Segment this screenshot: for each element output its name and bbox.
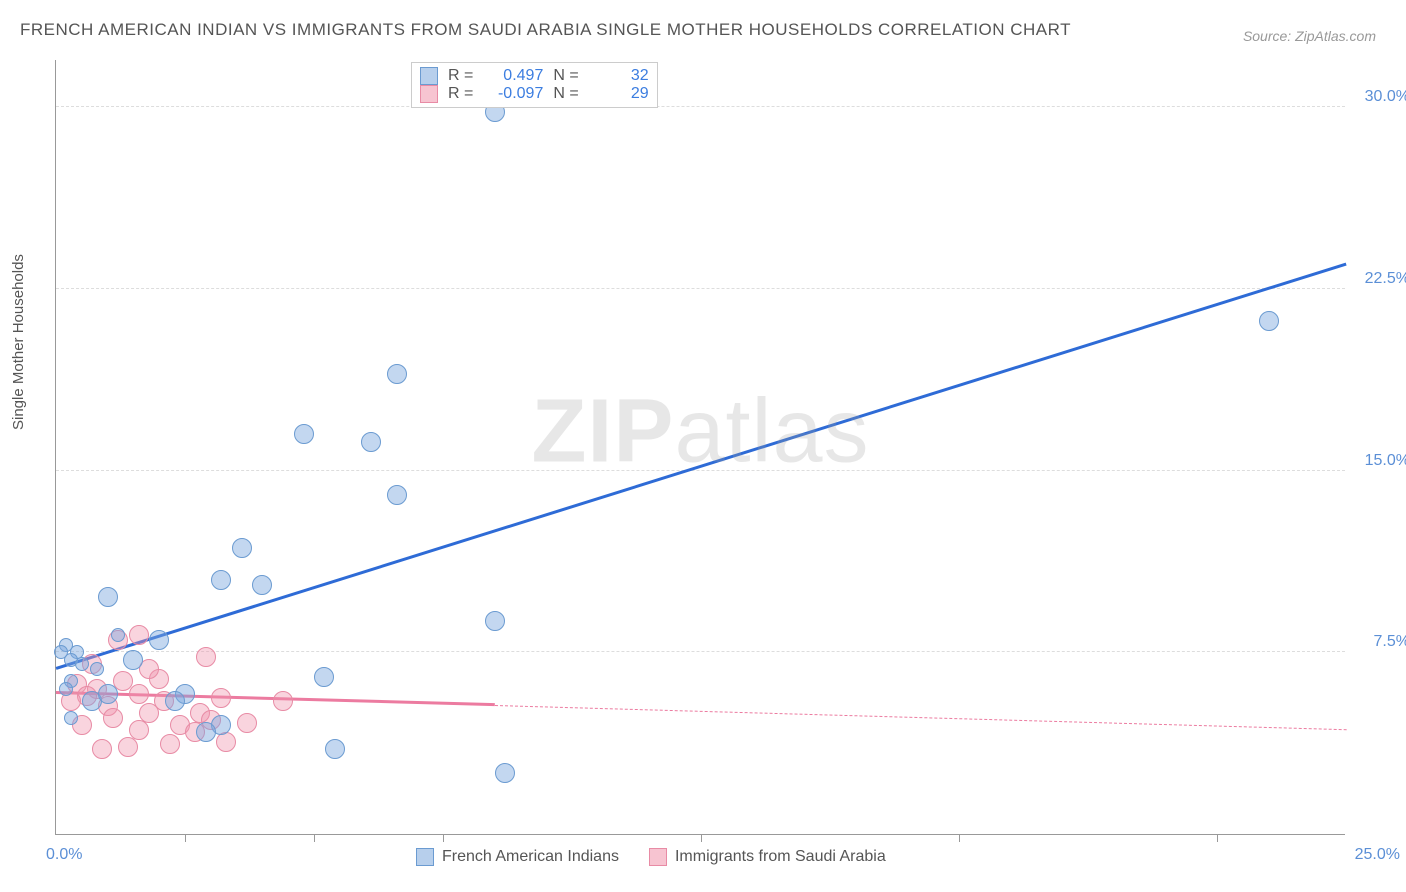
- y-tick-label: 7.5%: [1374, 633, 1406, 651]
- legend-label: French American Indians: [442, 848, 619, 866]
- data-point: [103, 708, 123, 728]
- trend-line: [56, 262, 1347, 669]
- legend-row-pink: R = -0.097 N = 29: [420, 85, 649, 103]
- correlation-legend: R = 0.497 N = 32 R = -0.097 N = 29: [411, 62, 658, 108]
- data-point: [314, 667, 334, 687]
- data-point: [98, 684, 118, 704]
- data-point: [149, 630, 169, 650]
- data-point: [387, 485, 407, 505]
- data-point: [111, 628, 125, 642]
- data-point: [361, 432, 381, 452]
- swatch-pink-icon: [420, 85, 438, 103]
- data-point: [294, 424, 314, 444]
- data-point: [237, 713, 257, 733]
- data-point: [64, 711, 78, 725]
- data-point: [273, 691, 293, 711]
- y-axis-label: Single Mother Households: [10, 254, 27, 430]
- data-point: [211, 688, 231, 708]
- data-point: [325, 739, 345, 759]
- legend-row-blue: R = 0.497 N = 32: [420, 67, 649, 85]
- gridline: [56, 288, 1345, 289]
- swatch-pink-icon: [649, 848, 667, 866]
- data-point: [1259, 311, 1279, 331]
- data-point: [129, 684, 149, 704]
- gridline: [56, 651, 1345, 652]
- data-point: [495, 763, 515, 783]
- n-value: 29: [589, 85, 649, 103]
- data-point: [252, 575, 272, 595]
- x-tick: [314, 834, 315, 842]
- r-label: R =: [448, 85, 473, 103]
- data-point: [211, 570, 231, 590]
- trend-line: [495, 705, 1346, 730]
- y-tick-label: 15.0%: [1365, 452, 1406, 470]
- data-point: [123, 650, 143, 670]
- swatch-blue-icon: [420, 67, 438, 85]
- data-point: [160, 734, 180, 754]
- r-value: 0.497: [483, 67, 543, 85]
- data-point: [485, 611, 505, 631]
- gridline: [56, 470, 1345, 471]
- legend-label: Immigrants from Saudi Arabia: [675, 848, 886, 866]
- y-tick-label: 22.5%: [1365, 270, 1406, 288]
- data-point: [232, 538, 252, 558]
- x-tick: [443, 834, 444, 842]
- n-label: N =: [553, 67, 578, 85]
- data-point: [90, 662, 104, 676]
- chart-title: FRENCH AMERICAN INDIAN VS IMMIGRANTS FRO…: [20, 20, 1071, 40]
- x-tick: [959, 834, 960, 842]
- data-point: [165, 691, 185, 711]
- n-label: N =: [553, 85, 578, 103]
- x-tick: [701, 834, 702, 842]
- data-point: [387, 364, 407, 384]
- legend-item-pink: Immigrants from Saudi Arabia: [649, 848, 886, 866]
- data-point: [129, 625, 149, 645]
- data-point: [196, 647, 216, 667]
- data-point: [59, 682, 73, 696]
- watermark-bold: ZIP: [531, 381, 674, 481]
- x-axis-max-label: 25.0%: [1355, 846, 1400, 864]
- series-legend: French American Indians Immigrants from …: [416, 848, 886, 866]
- data-point: [92, 739, 112, 759]
- watermark: ZIPatlas: [531, 380, 869, 483]
- data-point: [118, 737, 138, 757]
- r-value: -0.097: [483, 85, 543, 103]
- chart-plot-area: ZIPatlas R = 0.497 N = 32 R = -0.097 N =…: [55, 60, 1345, 835]
- legend-item-blue: French American Indians: [416, 848, 619, 866]
- data-point: [196, 722, 216, 742]
- x-axis-min-label: 0.0%: [46, 846, 82, 864]
- source-attribution: Source: ZipAtlas.com: [1243, 28, 1376, 44]
- y-tick-label: 30.0%: [1365, 88, 1406, 106]
- n-value: 32: [589, 67, 649, 85]
- gridline: [56, 106, 1345, 107]
- data-point: [98, 587, 118, 607]
- swatch-blue-icon: [416, 848, 434, 866]
- x-tick: [1217, 834, 1218, 842]
- data-point: [75, 657, 89, 671]
- x-tick: [185, 834, 186, 842]
- r-label: R =: [448, 67, 473, 85]
- data-point: [54, 645, 68, 659]
